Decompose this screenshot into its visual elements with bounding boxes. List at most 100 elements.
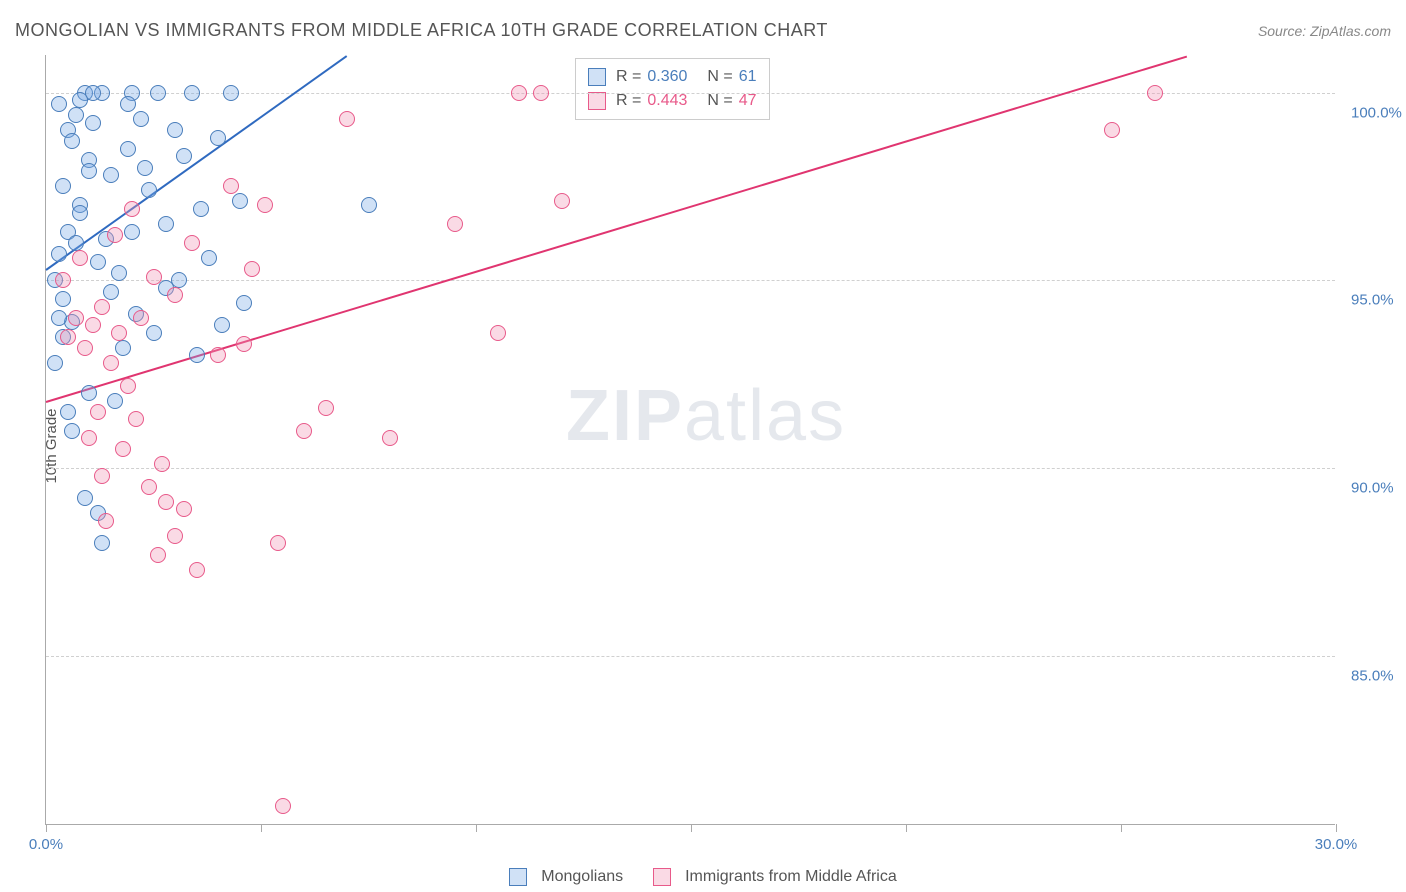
data-point-mongolians <box>77 490 93 506</box>
data-point-mid_africa <box>1104 122 1120 138</box>
data-point-mid_africa <box>133 310 149 326</box>
data-point-mongolians <box>68 107 84 123</box>
legend-r-value-mongolians: 0.360 <box>647 65 687 89</box>
bottom-legend-label-midafrica: Immigrants from Middle Africa <box>685 868 897 886</box>
swatch-mongolians-icon <box>509 868 527 886</box>
legend-n-label: N = <box>707 65 732 89</box>
data-point-mid_africa <box>318 400 334 416</box>
data-point-mid_africa <box>90 404 106 420</box>
data-point-mongolians <box>115 340 131 356</box>
data-point-mongolians <box>214 317 230 333</box>
y-tick-label: 90.0% <box>1351 480 1394 497</box>
swatch-midafrica-icon <box>588 92 606 110</box>
x-tick-label: 30.0% <box>1315 836 1358 853</box>
data-point-mongolians <box>146 325 162 341</box>
data-point-mongolians <box>158 216 174 232</box>
data-point-mongolians <box>171 272 187 288</box>
data-point-mid_africa <box>60 329 76 345</box>
data-point-mid_africa <box>447 216 463 232</box>
data-point-mongolians <box>167 122 183 138</box>
data-point-mid_africa <box>533 85 549 101</box>
swatch-mongolians-icon <box>588 68 606 86</box>
data-point-mid_africa <box>167 287 183 303</box>
data-point-mongolians <box>201 250 217 266</box>
x-tick-label: 0.0% <box>29 836 63 853</box>
data-point-mongolians <box>85 115 101 131</box>
data-point-mongolians <box>223 85 239 101</box>
data-point-mid_africa <box>270 535 286 551</box>
data-point-mid_africa <box>223 178 239 194</box>
watermark: ZIPatlas <box>566 375 846 457</box>
x-tick <box>46 824 47 832</box>
gridline <box>46 93 1335 94</box>
data-point-mid_africa <box>111 325 127 341</box>
plot-area: ZIPatlas R = 0.360 N = 61 R = 0.443 N = … <box>45 55 1335 825</box>
data-point-mid_africa <box>184 235 200 251</box>
data-point-mongolians <box>51 310 67 326</box>
data-point-mongolians <box>47 355 63 371</box>
data-point-mid_africa <box>124 201 140 217</box>
data-point-mongolians <box>120 141 136 157</box>
legend-box: R = 0.360 N = 61 R = 0.443 N = 47 <box>575 58 770 120</box>
data-point-mongolians <box>103 167 119 183</box>
bottom-legend: Mongolians Immigrants from Middle Africa <box>0 868 1406 886</box>
data-point-mongolians <box>107 393 123 409</box>
data-point-mid_africa <box>120 378 136 394</box>
data-point-mid_africa <box>150 547 166 563</box>
data-point-mongolians <box>120 96 136 112</box>
data-point-mid_africa <box>141 479 157 495</box>
data-point-mongolians <box>72 92 88 108</box>
data-point-mid_africa <box>85 317 101 333</box>
data-point-mongolians <box>176 148 192 164</box>
data-point-mongolians <box>150 85 166 101</box>
x-tick <box>691 824 692 832</box>
data-point-mid_africa <box>189 562 205 578</box>
data-point-mid_africa <box>210 347 226 363</box>
legend-row-mongolians: R = 0.360 N = 61 <box>588 65 757 89</box>
data-point-mongolians <box>68 235 84 251</box>
data-point-mongolians <box>94 535 110 551</box>
data-point-mongolians <box>51 246 67 262</box>
data-point-mongolians <box>51 96 67 112</box>
data-point-mid_africa <box>554 193 570 209</box>
chart-title: MONGOLIAN VS IMMIGRANTS FROM MIDDLE AFRI… <box>15 20 828 41</box>
legend-r-label: R = <box>616 65 641 89</box>
legend-n-value-mongolians: 61 <box>739 65 757 89</box>
data-point-mongolians <box>210 130 226 146</box>
data-point-mid_africa <box>72 250 88 266</box>
data-point-mid_africa <box>94 468 110 484</box>
x-tick <box>261 824 262 832</box>
data-point-mid_africa <box>77 340 93 356</box>
data-point-mongolians <box>64 423 80 439</box>
bottom-legend-midafrica: Immigrants from Middle Africa <box>653 868 897 886</box>
data-point-mongolians <box>81 163 97 179</box>
data-point-mongolians <box>55 291 71 307</box>
data-point-mid_africa <box>511 85 527 101</box>
data-point-mongolians <box>64 133 80 149</box>
data-point-mid_africa <box>1147 85 1163 101</box>
data-point-mid_africa <box>490 325 506 341</box>
data-point-mid_africa <box>167 528 183 544</box>
watermark-bold: ZIP <box>566 376 684 456</box>
gridline <box>46 280 1335 281</box>
source-label: Source: ZipAtlas.com <box>1258 23 1391 39</box>
gridline <box>46 656 1335 657</box>
data-point-mid_africa <box>257 197 273 213</box>
y-tick-label: 100.0% <box>1351 104 1402 121</box>
bottom-legend-mongolians: Mongolians <box>509 868 623 886</box>
data-point-mid_africa <box>382 430 398 446</box>
data-point-mongolians <box>90 254 106 270</box>
data-point-mongolians <box>111 265 127 281</box>
x-tick <box>1336 824 1337 832</box>
data-point-mongolians <box>193 201 209 217</box>
data-point-mid_africa <box>236 336 252 352</box>
data-point-mongolians <box>184 85 200 101</box>
y-tick-label: 85.0% <box>1351 667 1394 684</box>
data-point-mid_africa <box>107 227 123 243</box>
data-point-mongolians <box>55 178 71 194</box>
data-point-mongolians <box>141 182 157 198</box>
data-point-mongolians <box>137 160 153 176</box>
data-point-mongolians <box>72 205 88 221</box>
data-point-mongolians <box>133 111 149 127</box>
data-point-mid_africa <box>115 441 131 457</box>
